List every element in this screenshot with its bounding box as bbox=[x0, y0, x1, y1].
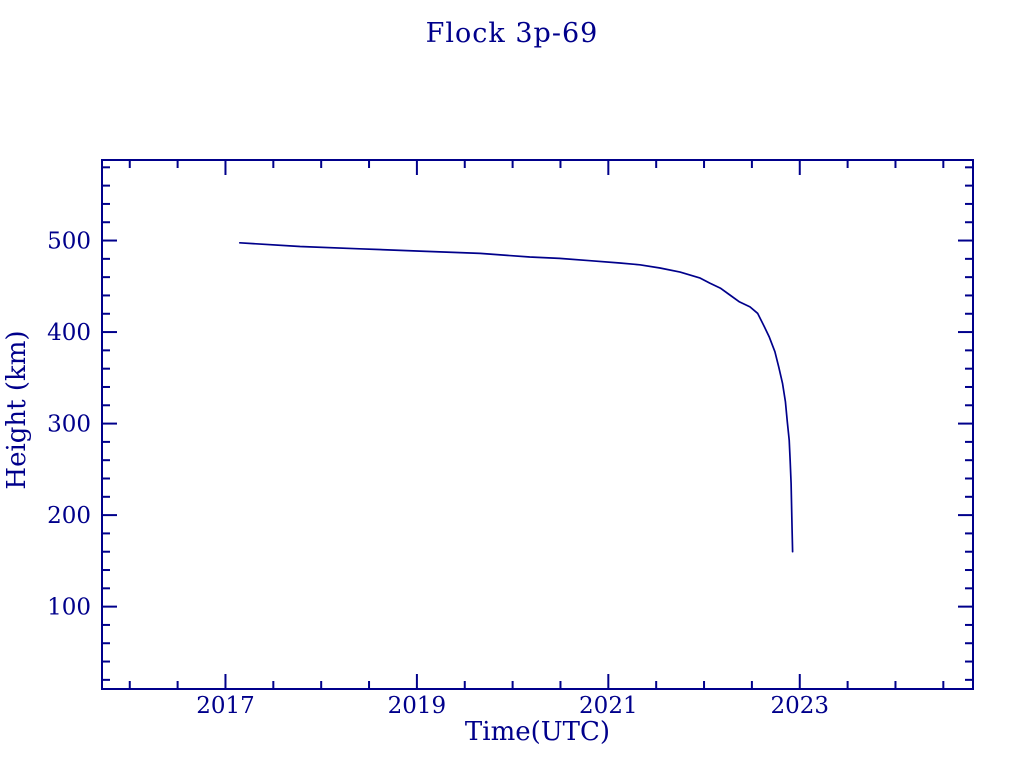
decay-curve bbox=[238, 241, 794, 553]
chart-title: Flock 3p-69 bbox=[425, 18, 599, 49]
y-tick-label: 500 bbox=[47, 229, 91, 255]
y-tick-label: 400 bbox=[47, 320, 91, 346]
plot-border bbox=[101, 159, 974, 690]
x-tick-label: 2019 bbox=[388, 693, 447, 719]
y-tick-label: 200 bbox=[47, 503, 91, 529]
y-tick-label: 300 bbox=[47, 412, 91, 438]
y-tick-label: 100 bbox=[47, 595, 91, 621]
x-tick-label: 2017 bbox=[196, 693, 255, 719]
y-axis-title: Height (km) bbox=[2, 330, 32, 490]
x-tick-label: 2021 bbox=[579, 693, 638, 719]
x-tick-label: 2023 bbox=[770, 693, 829, 719]
x-axis-title: Time(UTC) bbox=[464, 717, 611, 747]
